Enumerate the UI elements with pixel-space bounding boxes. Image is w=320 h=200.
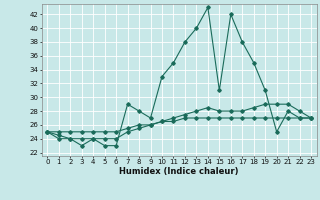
X-axis label: Humidex (Indice chaleur): Humidex (Indice chaleur) xyxy=(119,167,239,176)
